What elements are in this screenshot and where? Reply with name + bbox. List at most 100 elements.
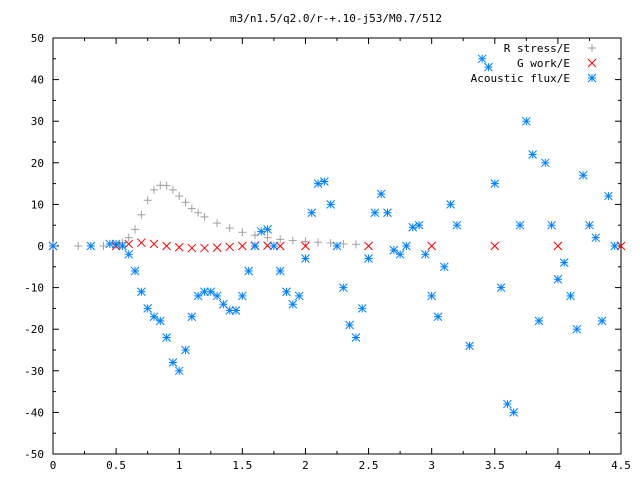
data-point xyxy=(370,208,380,218)
legend-label: R stress/E xyxy=(504,42,570,55)
data-point xyxy=(200,212,209,221)
data-point xyxy=(275,266,285,276)
x-tick-label: 4 xyxy=(555,459,562,472)
data-point xyxy=(162,181,171,190)
data-point xyxy=(187,204,196,213)
data-point xyxy=(149,312,159,322)
x-tick-label: 2 xyxy=(302,459,309,472)
data-point xyxy=(490,179,500,188)
data-point xyxy=(149,185,158,194)
y-axis: -50 -40 -30 -20 -10 0 10 20 30 40 50 xyxy=(24,32,621,461)
data-point xyxy=(118,241,127,251)
data-point xyxy=(553,274,563,284)
legend-marker xyxy=(588,44,596,52)
data-point xyxy=(534,316,544,326)
data-point xyxy=(320,177,329,186)
y-tick-label: -10 xyxy=(24,282,44,295)
data-point xyxy=(439,262,449,272)
data-point xyxy=(339,239,348,248)
data-point xyxy=(212,291,222,301)
data-point xyxy=(597,316,607,326)
legend-label: G work/E xyxy=(517,57,570,70)
x-tick-label: 3.5 xyxy=(485,459,505,472)
data-point xyxy=(168,358,178,367)
data-point xyxy=(301,237,310,246)
data-point xyxy=(288,299,298,309)
data-point xyxy=(496,283,506,292)
y-tick-label: -30 xyxy=(24,365,44,378)
data-point xyxy=(149,239,159,249)
data-point xyxy=(137,287,146,297)
data-point xyxy=(237,241,247,251)
data-point xyxy=(137,238,146,248)
data-point xyxy=(175,192,184,201)
data-point xyxy=(566,291,575,301)
data-point xyxy=(231,306,241,315)
data-point xyxy=(376,189,386,199)
data-point xyxy=(345,320,354,330)
data-point xyxy=(130,266,140,276)
data-point xyxy=(301,241,310,251)
y-tick-label: 20 xyxy=(31,157,44,170)
data-point xyxy=(168,185,177,194)
legend-marker xyxy=(587,73,597,83)
data-point xyxy=(421,249,430,259)
data-point xyxy=(433,312,443,322)
data-point xyxy=(528,150,537,159)
data-point xyxy=(225,242,235,252)
data-point xyxy=(124,239,134,249)
data-point xyxy=(465,341,474,351)
data-point xyxy=(48,241,58,251)
x-tick-label: 1.5 xyxy=(232,459,252,472)
legend-marker xyxy=(587,58,597,68)
data-point xyxy=(194,208,203,217)
data-point xyxy=(313,179,323,188)
data-point xyxy=(174,242,184,252)
data-point xyxy=(74,242,83,250)
data-point xyxy=(604,191,613,201)
data-point xyxy=(301,254,310,263)
y-tick-label: 30 xyxy=(31,115,44,128)
data-point xyxy=(610,241,620,251)
data-point xyxy=(326,239,335,248)
data-point xyxy=(414,220,424,230)
data-point xyxy=(427,241,437,251)
data-point xyxy=(427,291,437,301)
y-tick-label: 40 xyxy=(31,74,44,87)
legend: R stress/E G work/E Acoustic flux/E xyxy=(471,42,597,85)
data-point xyxy=(124,233,133,242)
data-point xyxy=(452,220,462,230)
data-point xyxy=(515,220,525,230)
data-point xyxy=(395,249,405,259)
data-point xyxy=(591,233,601,243)
series-2 xyxy=(48,54,620,417)
data-point xyxy=(585,220,594,230)
series-0 xyxy=(49,181,360,250)
x-tick-label: 2.5 xyxy=(359,459,379,472)
data-point xyxy=(111,239,121,249)
data-point xyxy=(503,399,512,409)
data-point xyxy=(326,200,336,209)
y-tick-label: 0 xyxy=(37,240,44,253)
data-point xyxy=(250,241,260,251)
data-point xyxy=(131,225,140,234)
data-point xyxy=(553,241,563,251)
data-point xyxy=(338,283,348,292)
data-point xyxy=(616,241,626,251)
data-point xyxy=(332,241,342,251)
data-point xyxy=(402,241,411,251)
data-point xyxy=(162,333,171,342)
data-point xyxy=(351,333,361,342)
data-point xyxy=(181,345,190,355)
data-point xyxy=(509,408,519,417)
data-point xyxy=(225,224,234,233)
data-point xyxy=(225,306,235,315)
data-point xyxy=(143,196,152,205)
legend-label: Acoustic flux/E xyxy=(471,72,570,85)
data-point xyxy=(282,287,291,297)
data-point xyxy=(364,241,373,251)
data-point xyxy=(559,258,569,267)
data-point xyxy=(162,241,171,251)
data-point xyxy=(124,249,134,259)
